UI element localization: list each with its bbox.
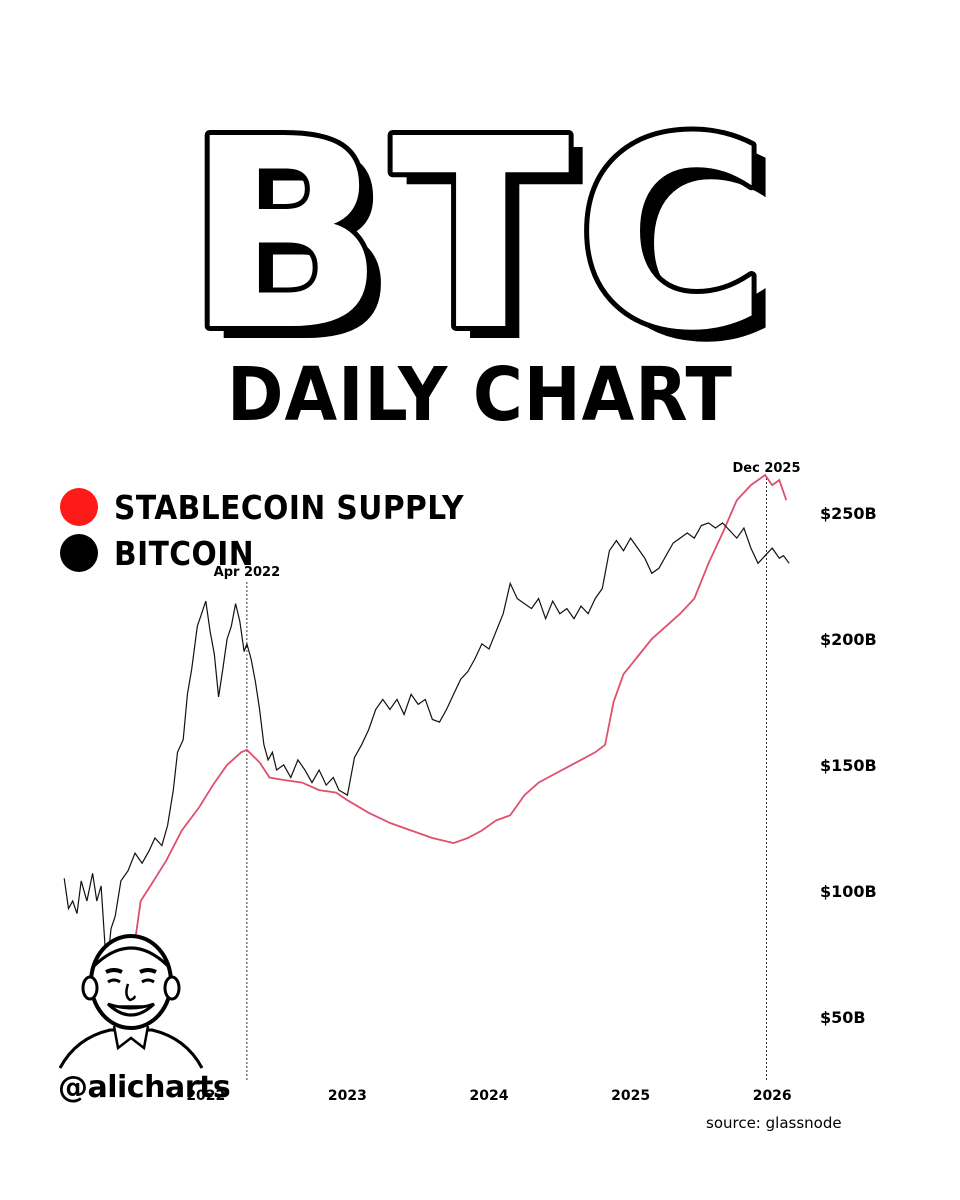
y-tick-label: $200B xyxy=(820,630,877,649)
title-shadow: BTC xyxy=(200,95,789,370)
x-tick-label: 2023 xyxy=(328,1088,367,1104)
cartoon-portrait-icon xyxy=(58,934,204,1069)
legend-label: STABLECOIN SUPPLY xyxy=(114,487,464,527)
y-tick-label: $250B xyxy=(820,504,877,523)
source-credit: source: glassnode xyxy=(706,1114,842,1132)
title-graphic: BTC BTC xyxy=(181,78,789,370)
y-tick-label: $50B xyxy=(820,1008,866,1027)
x-tick-label: 2026 xyxy=(753,1088,792,1104)
legend-label: BITCOIN xyxy=(114,533,255,573)
legend-item-stablecoin: STABLECOIN SUPPLY xyxy=(60,484,503,530)
y-tick-label: $100B xyxy=(820,882,877,901)
x-tick-label: 2022 xyxy=(186,1088,225,1104)
chart-legend: STABLECOIN SUPPLY BITCOIN xyxy=(60,484,503,576)
y-tick-label: $150B xyxy=(820,756,877,775)
legend-item-bitcoin: BITCOIN xyxy=(60,530,503,576)
annotation-label: Dec 2025 xyxy=(732,461,800,476)
line-chart: Apr 2022 Dec 2025 $50B $100B $150B $200B $250… xyxy=(63,461,877,1104)
bitcoin-price-line xyxy=(63,522,790,972)
author-handle: @alicharts xyxy=(58,1070,231,1105)
page-subtitle: DAILY CHART xyxy=(227,352,733,438)
x-tick-label: 2024 xyxy=(470,1088,509,1104)
stablecoin-supply-line xyxy=(105,473,788,1068)
x-tick-label: 2025 xyxy=(611,1088,650,1104)
page-title: BTC xyxy=(186,83,775,370)
legend-dot-red-icon xyxy=(60,488,98,526)
legend-dot-black-icon xyxy=(60,534,98,572)
annotation-label: Apr 2022 xyxy=(214,565,281,580)
